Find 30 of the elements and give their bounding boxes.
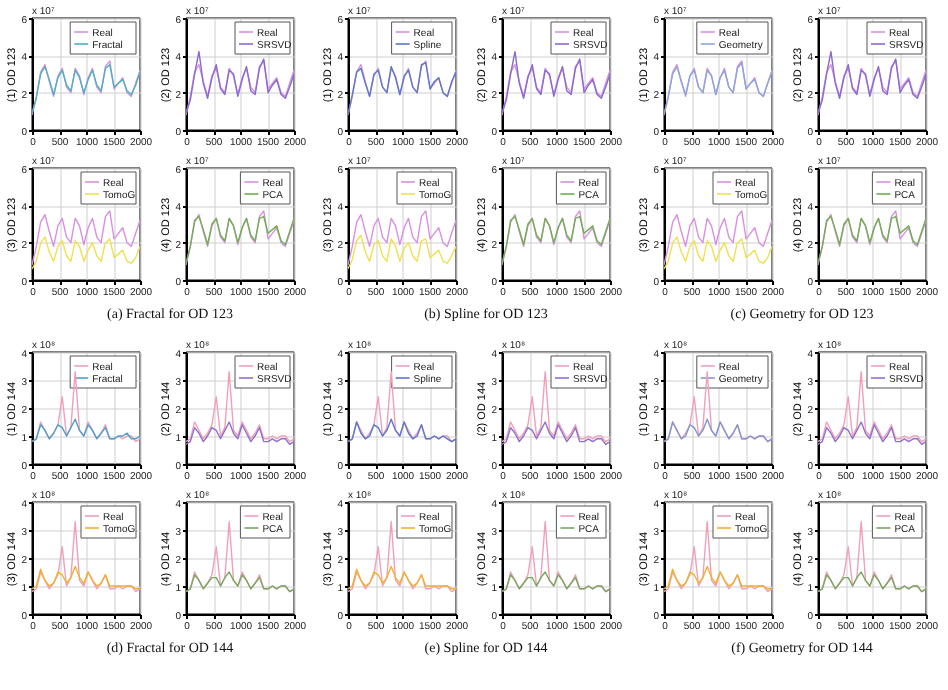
line-series	[502, 50, 610, 114]
line-series	[32, 418, 140, 443]
line-series	[32, 210, 140, 266]
line-series	[348, 210, 456, 266]
line-series	[502, 60, 610, 116]
line-series	[664, 565, 772, 590]
line-series	[32, 565, 140, 590]
line-series	[32, 520, 140, 593]
line-series	[502, 421, 610, 446]
line-series	[818, 370, 926, 443]
line-series	[186, 50, 294, 114]
line-series	[502, 571, 610, 593]
line-series	[818, 421, 926, 446]
line-series	[664, 210, 772, 266]
line-series	[348, 234, 456, 270]
line-series	[186, 60, 294, 116]
line-series	[664, 418, 772, 443]
line-series	[664, 520, 772, 593]
line-series	[818, 571, 926, 593]
line-series	[818, 50, 926, 114]
line-series	[818, 60, 926, 116]
line-series	[348, 418, 456, 443]
line-series	[32, 236, 140, 270]
line-series	[664, 236, 772, 270]
line-series	[348, 565, 456, 590]
line-series	[186, 571, 294, 593]
line-series	[502, 370, 610, 443]
line-series	[348, 520, 456, 593]
line-series	[186, 421, 294, 446]
line-series	[186, 370, 294, 443]
